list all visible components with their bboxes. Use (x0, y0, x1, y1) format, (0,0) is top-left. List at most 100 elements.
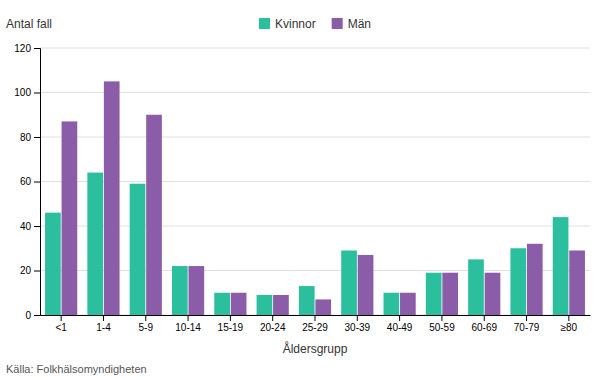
y-tick: 100 (14, 87, 40, 98)
tick-label: 10-14 (175, 322, 201, 333)
bar (257, 295, 273, 315)
bar (426, 273, 442, 315)
x-tick: 1-4 (96, 315, 111, 333)
tick-label: 40-49 (387, 322, 413, 333)
tick-label: 15-19 (218, 322, 244, 333)
y-tick: 80 (20, 132, 40, 143)
bar (299, 286, 315, 315)
bar (172, 266, 188, 315)
y-tick: 120 (14, 43, 40, 54)
bar (45, 213, 61, 315)
tick-label: 0 (25, 310, 31, 321)
tick-mark (34, 48, 40, 49)
grid-line (40, 270, 590, 271)
bar-series (45, 173, 568, 315)
legend-label: Män (348, 17, 371, 31)
tick-label: 40 (20, 221, 32, 232)
tick-mark (568, 315, 569, 321)
tick-label: 70-79 (514, 322, 540, 333)
grid-line (40, 181, 590, 182)
legend-item: Kvinnor (259, 17, 316, 31)
tick-mark (441, 315, 442, 321)
y-axis: 0 20 40 60 80 100 120 (14, 43, 40, 321)
x-tick: 25-29 (302, 315, 328, 333)
tick-mark (230, 315, 231, 321)
tick-mark (145, 315, 146, 321)
x-tick: 15-19 (218, 315, 244, 333)
x-tick: 50-59 (429, 315, 455, 333)
bar (87, 173, 103, 315)
y-tick: 0 (25, 310, 40, 321)
bar (358, 255, 374, 315)
tick-mark (315, 315, 316, 321)
y-tick: 20 (20, 265, 40, 276)
bar (384, 293, 400, 315)
legend-swatch (259, 18, 270, 29)
tick-label: 5-9 (139, 322, 154, 333)
grid-line (40, 137, 590, 138)
bar-series (62, 81, 585, 315)
bar (569, 250, 585, 315)
x-axis: <1 1-4 5-9 10-14 15-19 20-24 25-29 30-39 40-49 50… (41, 315, 591, 333)
tick-label: ≥80 (561, 322, 578, 333)
bar (231, 293, 247, 315)
bar (104, 81, 120, 315)
x-tick: 40-49 (387, 315, 413, 333)
tick-label: 20-24 (260, 322, 286, 333)
x-tick: 5-9 (139, 315, 154, 333)
bars (45, 81, 585, 315)
grid (40, 48, 590, 315)
axis-domain (34, 49, 41, 316)
legend-label: Kvinnor (275, 17, 316, 31)
tick-mark (399, 315, 400, 321)
tick-mark (34, 271, 40, 272)
x-tick: 10-14 (175, 315, 201, 333)
legend: Kvinnor Män (259, 17, 371, 31)
bar (341, 250, 357, 315)
annotation: Källa: Folkhälsomyndigheten (6, 363, 147, 375)
tick-label: 100 (14, 87, 31, 98)
bar (485, 273, 501, 315)
tick-mark (272, 315, 273, 321)
tick-label: 60 (20, 176, 32, 187)
tick-mark (526, 315, 527, 321)
y-axis-label: Antal fall (6, 17, 52, 31)
bar (188, 266, 204, 315)
x-tick: 30-39 (345, 315, 371, 333)
x-axis-label: Åldersgrupp (283, 341, 348, 356)
legend-item: Män (332, 17, 371, 31)
tick-label: 1-4 (96, 322, 111, 333)
bar (214, 293, 230, 315)
chart: 0 20 40 60 80 100 120 <1 1-4 5-9 10-14 15-19 20-24 25… (0, 0, 605, 379)
tick-label: 80 (20, 132, 32, 143)
bar (273, 295, 289, 315)
tick-mark (61, 315, 62, 321)
bar (62, 121, 78, 315)
x-tick: 20-24 (260, 315, 286, 333)
x-tick: <1 (55, 315, 67, 333)
bar (130, 184, 146, 315)
tick-mark (484, 315, 485, 321)
bar (510, 248, 526, 315)
grid-line (40, 226, 590, 227)
bar (468, 259, 484, 315)
tick-mark (34, 137, 40, 138)
tick-label: 60-69 (471, 322, 497, 333)
tick-mark (103, 315, 104, 321)
tick-mark (34, 315, 40, 316)
y-tick: 40 (20, 221, 40, 232)
tick-label: <1 (55, 322, 67, 333)
tick-mark (357, 315, 358, 321)
bar (442, 273, 458, 315)
tick-label: 50-59 (429, 322, 455, 333)
bar (527, 244, 543, 315)
plot-area: 0 20 40 60 80 100 120 <1 1-4 5-9 10-14 15-19 20-24 25… (14, 43, 590, 333)
tick-label: 30-39 (345, 322, 371, 333)
grid-line (40, 48, 590, 49)
tick-mark (34, 93, 40, 94)
y-tick: 60 (20, 176, 40, 187)
tick-label: 20 (20, 265, 32, 276)
legend-swatch (332, 18, 343, 29)
tick-mark (34, 182, 40, 183)
tick-mark (188, 315, 189, 321)
